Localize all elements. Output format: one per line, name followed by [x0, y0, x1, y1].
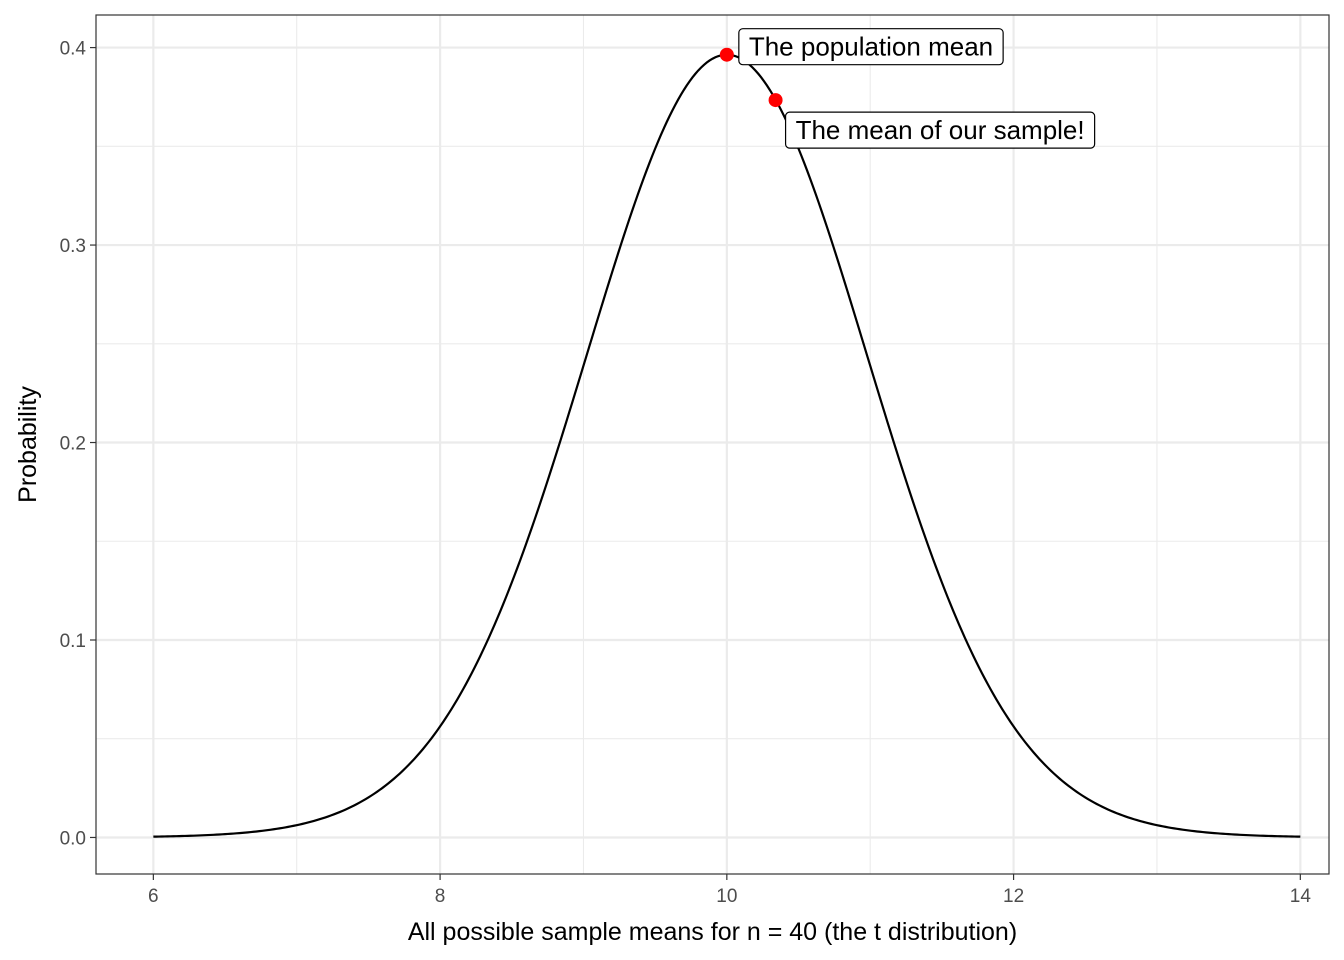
y-tick-label: 0.0: [60, 828, 86, 849]
y-tick-label: 0.2: [60, 434, 86, 455]
annotation-label-2: The mean of our sample!: [784, 111, 1096, 149]
annotation-label-box: [784, 111, 1096, 149]
x-tick-label: 10: [716, 886, 737, 907]
annotation-label-text: The population mean: [749, 32, 993, 62]
annotation-label-1: The population mean: [738, 28, 1004, 66]
y-tick-label: 0.1: [60, 631, 86, 652]
plot-panel-border: [95, 14, 1330, 875]
y-axis-title: Probability: [14, 386, 42, 503]
x-tick-label: 12: [1003, 886, 1024, 907]
y-tick-label: 0.3: [60, 236, 86, 257]
x-axis: 6 8 10 12 14: [148, 874, 1311, 907]
annotation-label-text: The mean of our sample!: [796, 115, 1085, 145]
annotation-point: [768, 93, 783, 108]
plot-panel-background: [96, 15, 1329, 874]
x-axis-title: All possible sample means for n = 40 (th…: [408, 918, 1017, 946]
x-tick-label: 14: [1290, 886, 1312, 907]
major-gridlines: [96, 15, 1329, 874]
annotation-point: [719, 47, 734, 62]
annotation-label-box: [738, 28, 1004, 66]
x-tick-label: 6: [148, 886, 159, 907]
y-tick-label: 0.4: [60, 39, 87, 60]
y-axis: 0.0 0.1 0.2 0.3 0.4: [60, 39, 96, 849]
annotations: The population mean The mean of our sampl…: [719, 28, 1096, 149]
x-tick-label: 8: [435, 886, 446, 907]
minor-gridlines: [96, 15, 1329, 874]
